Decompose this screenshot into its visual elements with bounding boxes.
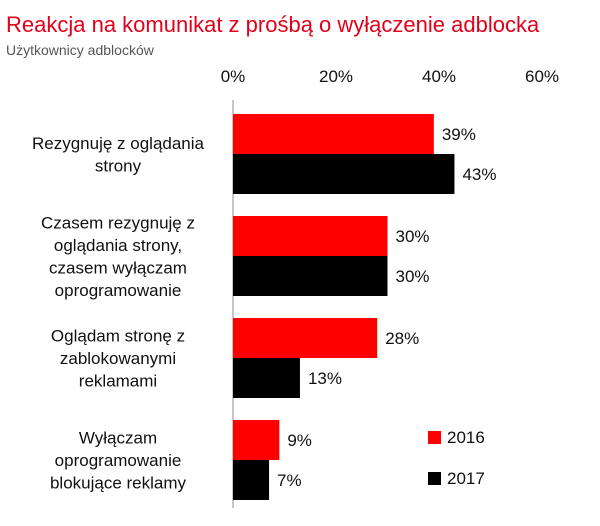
x-tick-label: 40% <box>422 67 456 86</box>
bar-2017-4 <box>233 460 270 500</box>
bar-2017-1 <box>233 154 455 194</box>
bar-2016-1 <box>233 114 434 154</box>
category-label-line: Oglądam stronę z <box>51 327 185 346</box>
category-label-line: oglądania strony, <box>54 236 182 255</box>
category-label-line: Wyłączam <box>79 429 157 448</box>
category-label-2: Czasem rezygnuję z oglądania strony, czase… <box>41 213 195 300</box>
legend-swatch-2016 <box>428 431 441 444</box>
data-label-2017-4: 7% <box>277 471 302 490</box>
legend-swatch-2017 <box>428 472 441 485</box>
x-tick-label: 60% <box>525 67 559 86</box>
category-label-line: oprogramowanie <box>55 451 182 470</box>
bar-2017-3 <box>233 358 300 398</box>
x-tick-label: 0% <box>221 67 246 86</box>
data-label-2017-3: 13% <box>308 369 342 388</box>
category-label-line: blokujące reklamy <box>50 474 187 493</box>
chart-subtitle: Użytkownicy adblocków <box>6 42 154 58</box>
category-label-line: zablokowanymi <box>60 349 176 368</box>
legend-label-2016: 2016 <box>447 428 485 447</box>
category-label-line: strony <box>95 156 142 175</box>
data-label-2016-1: 39% <box>442 125 476 144</box>
bar-2016-4 <box>233 420 280 460</box>
data-label-2016-3: 28% <box>385 329 419 348</box>
x-tick-label: 20% <box>319 67 353 86</box>
category-label-line: Rezygnuję z oglądania <box>32 134 205 153</box>
category-label-line: Czasem rezygnuję z <box>41 213 195 232</box>
data-label-2016-2: 30% <box>396 227 430 246</box>
data-label-2017-1: 43% <box>462 165 496 184</box>
bar-2016-2 <box>233 216 388 256</box>
data-label-2017-2: 30% <box>396 267 430 286</box>
bar-2016-3 <box>233 318 378 358</box>
chart-title: Reakcja na komunikat z prośbą o wyłączen… <box>6 12 540 37</box>
legend-label-2017: 2017 <box>447 469 485 488</box>
data-label-2016-4: 9% <box>287 431 312 450</box>
category-label-1: Rezygnuję z oglądania strony <box>32 134 205 176</box>
category-label-line: reklamami <box>79 372 157 391</box>
category-label-4: Wyłączam oprogramowanie blokujące reklamy <box>50 429 187 493</box>
category-label-line: czasem wyłączam <box>49 258 187 277</box>
category-label-3: Oglądam stronę z zablokowanymi reklamami <box>51 327 185 391</box>
bar-2017-2 <box>233 256 388 296</box>
category-label-line: oprogramowanie <box>55 281 182 300</box>
